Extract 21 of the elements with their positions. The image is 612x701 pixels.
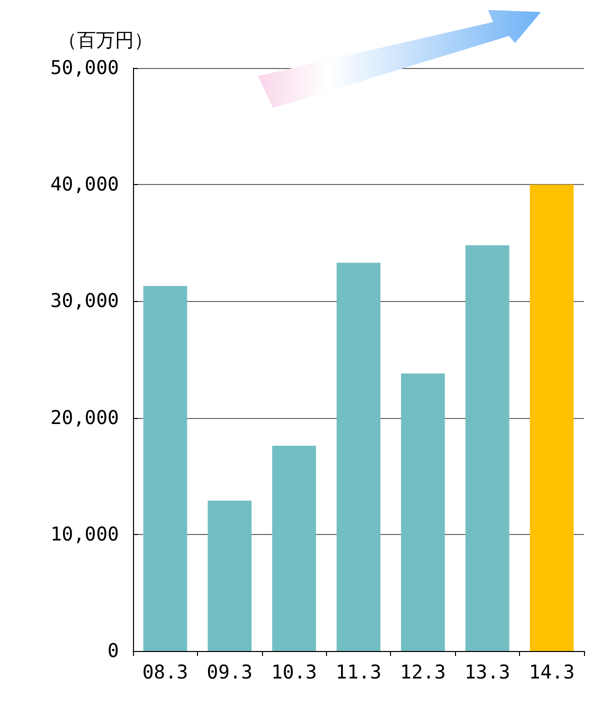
x-tick-label: 12.3 <box>400 662 446 684</box>
y-tick-label: 0 <box>108 640 119 662</box>
x-tick-label: 09.3 <box>206 662 253 684</box>
x-tick-label: 11.3 <box>336 662 382 684</box>
y-tick-label: 10,000 <box>50 523 119 546</box>
y-tick-label: 40,000 <box>50 174 119 196</box>
bar <box>208 500 252 651</box>
bar <box>401 373 445 651</box>
bar <box>465 245 510 651</box>
bar <box>336 262 380 651</box>
bar <box>530 184 574 651</box>
x-tick-label: 10.3 <box>271 662 317 684</box>
x-tick-label: 14.3 <box>528 662 575 684</box>
x-tick-label: 13.3 <box>464 662 510 684</box>
bar <box>272 446 316 651</box>
y-tick-label: 50,000 <box>50 57 119 79</box>
y-axis-title: （百万円） <box>58 30 153 52</box>
x-tick-label: 08.3 <box>142 662 188 684</box>
bar <box>143 286 188 651</box>
y-tick-label: 30,000 <box>50 290 119 312</box>
y-tick-label: 20,000 <box>50 406 119 429</box>
